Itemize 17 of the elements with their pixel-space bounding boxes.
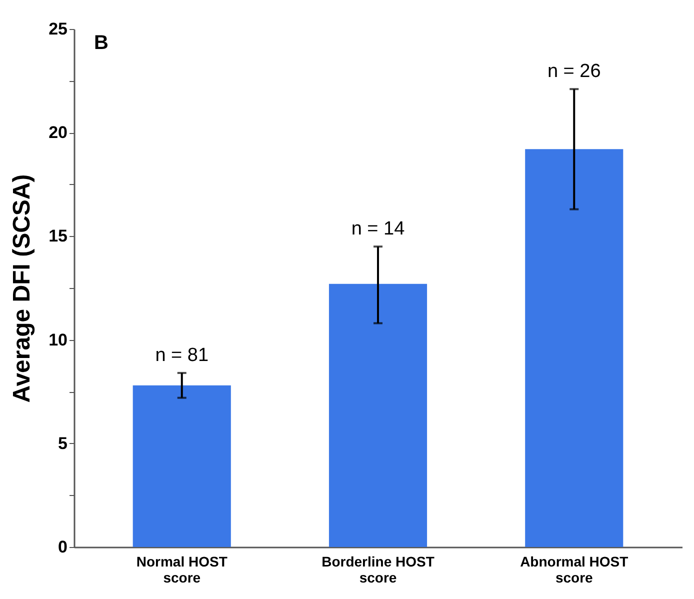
y-axis-title: Average DFI (SCSA) (8, 174, 36, 403)
x-tick-label: Normal HOST score (136, 554, 228, 586)
bar (525, 149, 624, 547)
bar (328, 284, 428, 547)
y-tick-label: 25 (48, 20, 68, 38)
annotation: n = 14 (351, 218, 406, 240)
y-tick-label: 5 (58, 434, 68, 453)
annotation: n = 26 (547, 61, 601, 82)
y-tick-label: 0 (58, 538, 68, 556)
x-tick-label: Borderline HOST score (322, 554, 435, 586)
bar (132, 385, 231, 547)
annotation: n = 81 (155, 344, 209, 366)
y-tick-label: 20 (48, 123, 68, 142)
y-tick-label: 15 (48, 226, 68, 246)
annotation: B (94, 32, 108, 54)
y-tick-label: 10 (48, 330, 68, 350)
x-tick-label: Abnormal HOST score (520, 554, 629, 586)
